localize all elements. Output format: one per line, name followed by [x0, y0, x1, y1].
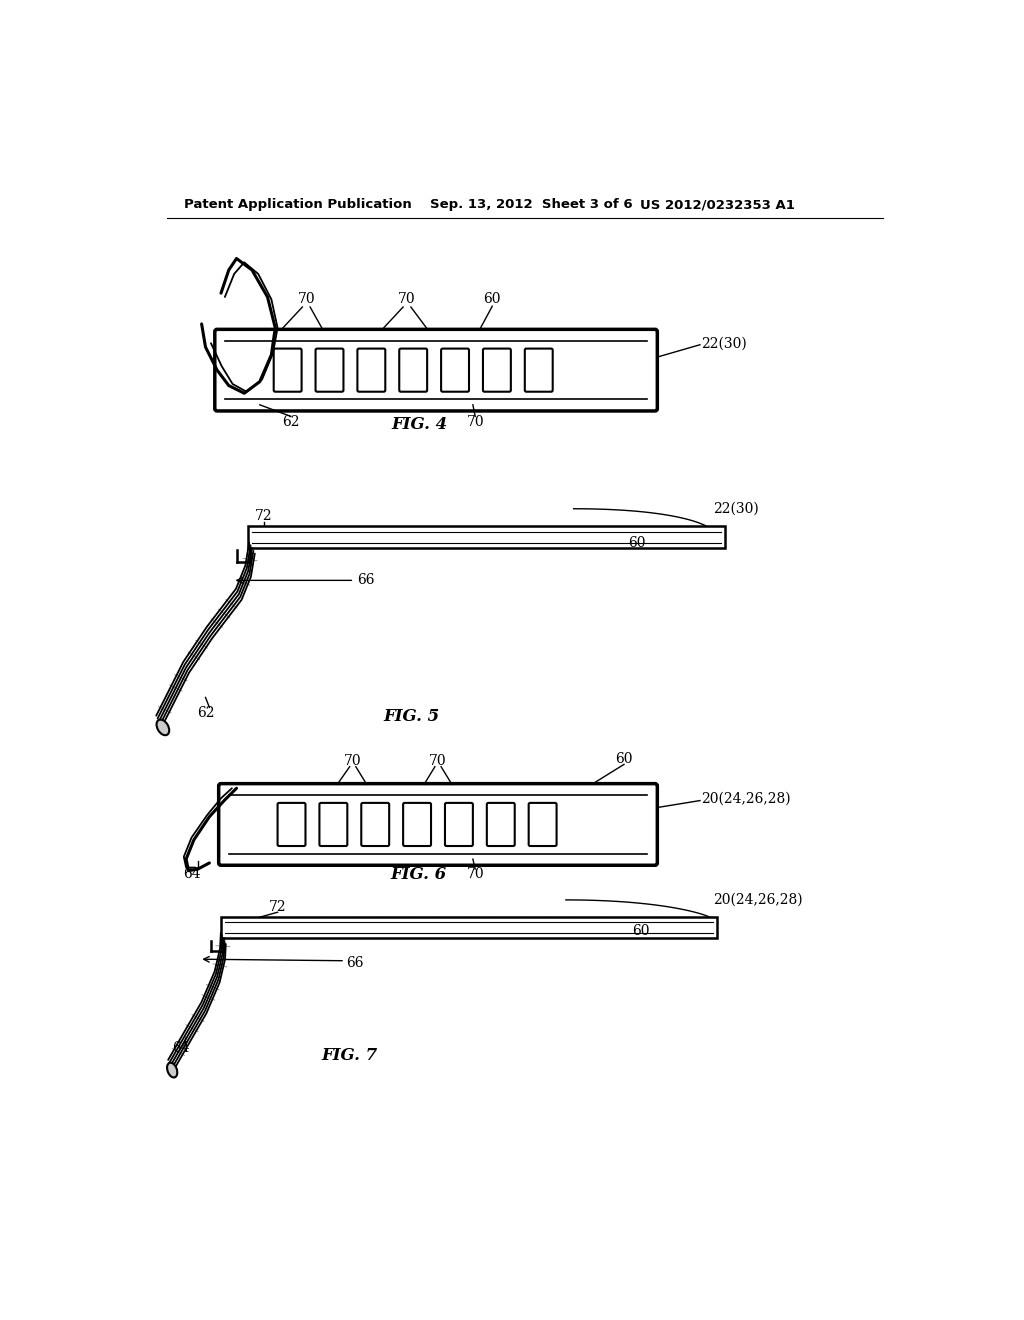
Text: FIG. 4: FIG. 4 [391, 416, 447, 433]
Text: FIG. 6: FIG. 6 [390, 866, 446, 883]
Text: Patent Application Publication: Patent Application Publication [183, 198, 412, 211]
Text: FIG. 7: FIG. 7 [322, 1047, 378, 1064]
Text: 60: 60 [483, 292, 501, 305]
Text: 62: 62 [282, 414, 299, 429]
Text: 70: 70 [398, 292, 416, 305]
Text: 60: 60 [628, 536, 645, 550]
Bar [221, 917, 717, 939]
Ellipse shape [167, 1063, 177, 1077]
Text: 66: 66 [346, 956, 365, 970]
Text: FIG. 5: FIG. 5 [384, 708, 440, 725]
Text: 62: 62 [197, 706, 214, 719]
Text: 70: 70 [297, 292, 315, 305]
Text: 60: 60 [632, 924, 649, 937]
FancyBboxPatch shape [273, 348, 302, 392]
Text: 20(24,26,28): 20(24,26,28) [713, 892, 803, 907]
FancyBboxPatch shape [403, 803, 431, 846]
Text: 22(30): 22(30) [701, 337, 748, 350]
Text: 72: 72 [268, 900, 287, 913]
Bar [248, 527, 725, 548]
Text: 64: 64 [172, 1040, 189, 1055]
FancyBboxPatch shape [278, 803, 305, 846]
Ellipse shape [157, 719, 169, 735]
Text: US 2012/0232353 A1: US 2012/0232353 A1 [640, 198, 795, 211]
FancyBboxPatch shape [445, 803, 473, 846]
FancyBboxPatch shape [524, 348, 553, 392]
FancyBboxPatch shape [441, 348, 469, 392]
FancyBboxPatch shape [399, 348, 427, 392]
FancyBboxPatch shape [361, 803, 389, 846]
Text: 20(24,26,28): 20(24,26,28) [701, 792, 792, 807]
FancyBboxPatch shape [219, 784, 657, 866]
Text: 60: 60 [615, 752, 633, 766]
FancyBboxPatch shape [486, 803, 515, 846]
FancyBboxPatch shape [315, 348, 343, 392]
FancyBboxPatch shape [528, 803, 557, 846]
Text: 70: 70 [429, 754, 446, 767]
FancyBboxPatch shape [215, 330, 657, 411]
Text: 70: 70 [466, 414, 484, 429]
Text: 64: 64 [182, 867, 201, 882]
FancyBboxPatch shape [483, 348, 511, 392]
Text: 70: 70 [344, 754, 361, 767]
Text: 66: 66 [356, 573, 374, 587]
FancyBboxPatch shape [319, 803, 347, 846]
Text: Sep. 13, 2012  Sheet 3 of 6: Sep. 13, 2012 Sheet 3 of 6 [430, 198, 633, 211]
Text: 70: 70 [466, 867, 484, 882]
FancyBboxPatch shape [357, 348, 385, 392]
Text: 72: 72 [255, 510, 272, 524]
Text: 22(30): 22(30) [713, 502, 759, 516]
